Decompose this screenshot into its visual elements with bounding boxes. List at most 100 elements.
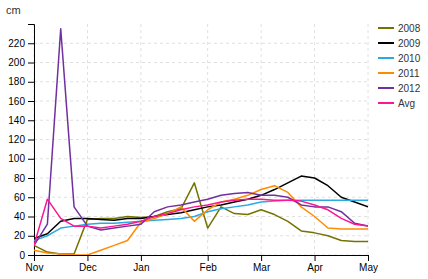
x-tick-label: Mar [253,262,271,273]
series-line [34,199,368,245]
y-tick-label: 60 [14,192,26,203]
x-tick-label: Dec [79,262,97,273]
y-tick: 40 [14,211,34,222]
x-tick: Feb [200,255,218,273]
axis-line [28,25,35,256]
y-tick-label: 100 [8,153,25,164]
legend-label: Avg [398,98,415,109]
y-tick: 100 [8,153,34,164]
y-tick-mark [28,159,34,160]
legend-swatch [378,42,394,44]
x-tick: Mar [253,255,271,273]
series-line [34,29,368,246]
grid-line-y [34,120,368,121]
y-tick-mark [28,43,34,44]
y-tick: 200 [8,57,34,68]
x-tick-label: Jan [133,262,149,273]
x-tick-mark [315,255,316,261]
grid [34,24,368,255]
grid-line-y [34,197,368,198]
x-tick-mark [261,255,262,261]
legend-label: 2009 [398,38,421,49]
y-tick-mark [28,101,34,102]
x-tick-label: Apr [307,262,323,273]
plot: Nov Dec Jan Feb Mar Apr May 0 20 40 60 80 100 120 140 1… [8,24,378,273]
x-tick-label: Feb [200,262,218,273]
y-tick-label: 80 [14,173,26,184]
x-tick-label: Nov [26,262,44,273]
grid-line-x [140,24,141,255]
legend-swatch [378,87,394,89]
y-tick-mark [28,197,34,198]
y-tick-mark [28,82,34,83]
legend-item: 2010 [378,53,421,64]
y-tick: 180 [8,76,34,87]
legend-item: 2012 [378,83,421,94]
x-tick-label: May [359,262,378,273]
y-tick-mark [28,236,34,237]
y-axis-label: cm [6,4,21,16]
axis-line [35,256,369,262]
y-tick-mark [28,178,34,179]
y-tick-label: 200 [8,57,25,68]
legend-item: 2011 [378,68,420,79]
x-tick-mark [208,255,209,261]
legend-swatch [378,57,394,59]
legend-label: 2011 [398,68,420,79]
grid-line-x [368,24,369,255]
x-axis: Nov Dec Jan Feb Mar Apr May [26,255,378,273]
x-tick: Nov [26,255,44,273]
y-tick-label: 140 [8,115,25,126]
legend-item: 2009 [378,38,421,49]
x-tick-mark [368,255,369,261]
grid-line-x [207,24,208,255]
y-tick: 140 [8,115,34,126]
y-tick-mark [28,120,34,121]
y-tick: 60 [14,192,34,203]
y-tick: 220 [8,38,34,49]
grid-line-y [34,43,368,44]
legend-swatch [378,27,394,29]
grid-line-y [34,101,368,102]
y-axis: 0 20 40 60 80 100 120 140 160 180 200 220 [8,25,34,261]
x-tick: Dec [79,255,97,273]
x-tick: Jan [133,255,149,273]
grid-line-y [34,81,368,82]
legend-label: 2010 [398,53,421,64]
legend-swatch [378,72,394,74]
legend-label: 2012 [398,83,421,94]
y-tick-mark [28,255,34,256]
y-tick-label: 0 [19,250,25,261]
grid-line-x [261,24,262,255]
y-tick-mark [28,63,34,64]
y-tick-mark [28,140,34,141]
grid-line-y [34,62,368,63]
y-tick: 120 [8,134,34,145]
x-tick: May [359,255,378,273]
legend-item: 2008 [378,23,421,34]
y-tick: 20 [14,230,34,241]
grid-line-y [34,235,368,236]
y-tick-label: 120 [8,134,25,145]
y-tick: 0 [19,250,34,261]
y-tick-label: 180 [8,76,25,87]
legend-label: 2008 [398,23,421,34]
legend-swatch [378,102,394,104]
y-tick-mark [28,217,34,218]
chart: Nov Dec Jan Feb Mar Apr May 0 20 40 60 80 100 120 140 1… [0,0,428,279]
x-tick-mark [87,255,88,261]
y-tick-label: 220 [8,38,25,49]
grid-line-y [34,158,368,159]
grid-line-y [34,178,368,179]
grid-line-x [314,24,315,255]
y-tick-label: 160 [8,96,25,107]
y-tick: 80 [14,173,34,184]
y-tick-label: 40 [14,211,26,222]
y-tick: 160 [8,96,34,107]
x-tick: Apr [307,255,323,273]
grid-line-y [34,139,368,140]
lines [34,29,368,255]
legend: 2008 2009 2010 2011 2012 Avg [378,23,421,109]
y-tick-label: 20 [14,230,26,241]
legend-item: Avg [378,98,415,109]
